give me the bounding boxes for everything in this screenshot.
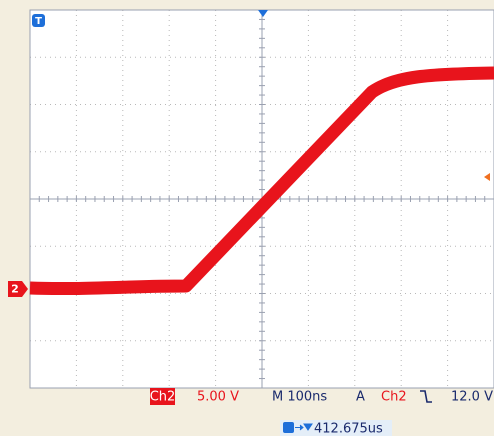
trigger-level-arrow [484,173,490,181]
channel-marker: 2 [11,283,19,296]
channel-marker-box [8,281,28,297]
channel-box [150,388,175,405]
trigger-position: 412.675us [314,422,383,436]
trigger-mode: A [356,390,365,405]
position-arrows [295,423,313,431]
trigger-channel: Ch2 [381,390,407,405]
trigger-marker-box [32,14,45,27]
timebase: M 100ns [272,390,327,405]
trigger-marker: T [35,16,42,27]
channel-label: Ch2 [150,390,176,405]
graticule [29,9,494,389]
waveform [29,66,494,296]
position-icon [283,422,294,433]
trigger-slope-icon [420,390,432,403]
vertical-scale: 5.00 V [197,390,239,405]
trigger-position-arrow [258,10,268,17]
trigger-level: 12.0 V [451,390,493,405]
